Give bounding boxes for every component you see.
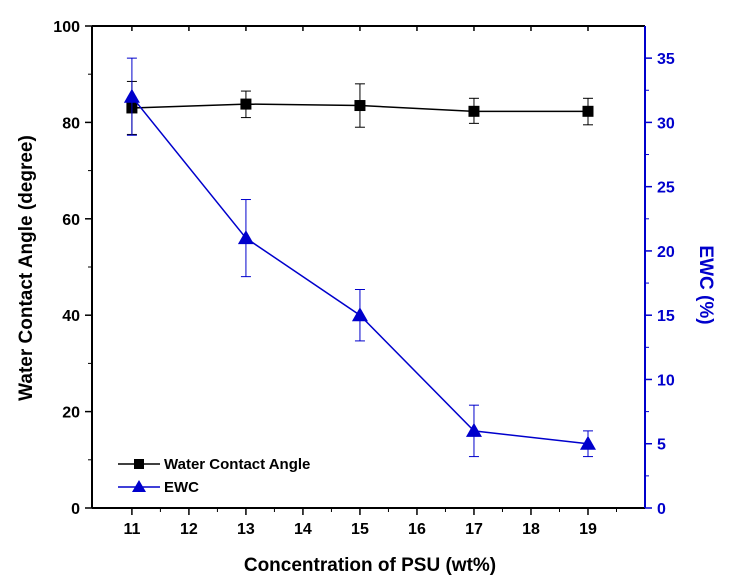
x-tick-label: 14 <box>294 521 312 538</box>
y-axis-right-title: EWC (%) <box>695 245 716 324</box>
y-left-tick-label: 0 <box>71 501 80 518</box>
data-point-triangle <box>465 422 482 437</box>
y-left-tick-label: 60 <box>62 212 80 229</box>
legend-marker-square <box>134 459 144 469</box>
data-point-triangle <box>123 88 140 103</box>
legend: Water Contact Angle EWC <box>118 456 310 496</box>
x-tick-label: 11 <box>123 521 140 538</box>
x-axis-title: Concentration of PSU (wt%) <box>244 555 496 576</box>
series-line-1 <box>131 96 589 445</box>
y-right-tick-label: 30 <box>657 115 675 132</box>
x-tick-label: 15 <box>351 521 369 538</box>
y-left-tick-label: 20 <box>62 405 80 422</box>
y-right-tick-label: 10 <box>657 372 675 389</box>
data-point-square <box>240 98 252 110</box>
y-right-tick-label: 25 <box>657 180 675 197</box>
y-left-tick-label: 100 <box>53 19 80 36</box>
data-point-triangle <box>351 307 368 322</box>
legend-label-1: EWC <box>164 479 199 496</box>
y-left-tick-label: 80 <box>62 115 80 132</box>
x-tick-label: 12 <box>180 521 198 538</box>
y-right-tick-label: 15 <box>657 308 675 325</box>
legend-marker-triangle <box>132 480 146 492</box>
legend-label-0: Water Contact Angle <box>164 456 310 473</box>
data-point-square <box>468 105 480 117</box>
x-tick-label: 16 <box>408 521 426 538</box>
y-right-tick-label: 5 <box>657 437 666 454</box>
data-point-triangle <box>579 435 596 450</box>
x-tick-label: 18 <box>522 521 540 538</box>
y-right-tick-label: 0 <box>657 501 666 518</box>
x-tick-label: 19 <box>579 521 597 538</box>
y-right-tick-label: 35 <box>657 51 675 68</box>
y-left-tick-label: 40 <box>62 308 80 325</box>
y-right-tick-label: 20 <box>657 244 675 261</box>
data-point-square <box>582 105 594 117</box>
x-tick-label: 17 <box>465 521 483 538</box>
x-tick-label: 13 <box>237 521 255 538</box>
data-point-square <box>354 100 366 112</box>
axes: 11 12 13 14 15 16 17 18 19 0 20 40 60 80 100 0 5 10 15 20 25… <box>53 19 675 538</box>
plot-content <box>123 57 596 458</box>
data-point-triangle <box>237 230 254 245</box>
y-axis-left-title: Water Contact Angle (degree) <box>16 135 37 401</box>
